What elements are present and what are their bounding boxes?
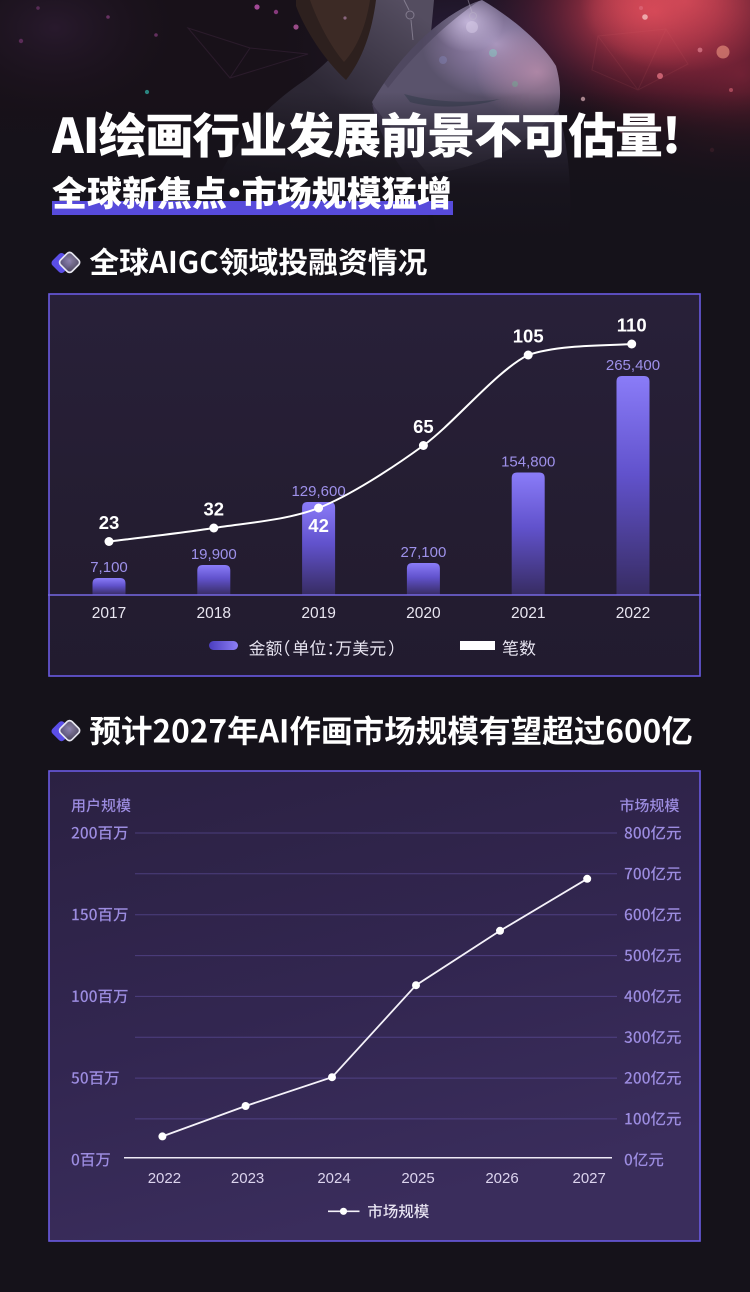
svg-text:2018: 2018 <box>197 605 231 622</box>
svg-text:110: 110 <box>617 315 647 336</box>
svg-text:65: 65 <box>413 416 434 437</box>
svg-text:2024: 2024 <box>317 1170 350 1187</box>
svg-text:2025: 2025 <box>401 1170 434 1187</box>
svg-text:129,600: 129,600 <box>291 483 345 500</box>
svg-text:27,100: 27,100 <box>400 544 446 561</box>
svg-text:2022: 2022 <box>616 605 650 622</box>
svg-text:2023: 2023 <box>231 1170 264 1187</box>
svg-text:105: 105 <box>513 326 544 347</box>
svg-text:2021: 2021 <box>511 605 545 622</box>
svg-text:19,900: 19,900 <box>191 546 237 563</box>
svg-text:2027: 2027 <box>573 1170 606 1187</box>
svg-text:32: 32 <box>204 499 225 520</box>
svg-text:23: 23 <box>99 512 120 533</box>
svg-text:265,400: 265,400 <box>606 357 660 374</box>
svg-text:2026: 2026 <box>485 1170 518 1187</box>
svg-text:2020: 2020 <box>406 605 441 622</box>
svg-text:42: 42 <box>308 515 329 536</box>
svg-text:7,100: 7,100 <box>90 559 128 576</box>
svg-text:2022: 2022 <box>148 1170 181 1187</box>
svg-text:2017: 2017 <box>92 605 126 622</box>
svg-text:2019: 2019 <box>301 605 335 622</box>
svg-text:154,800: 154,800 <box>501 454 555 471</box>
